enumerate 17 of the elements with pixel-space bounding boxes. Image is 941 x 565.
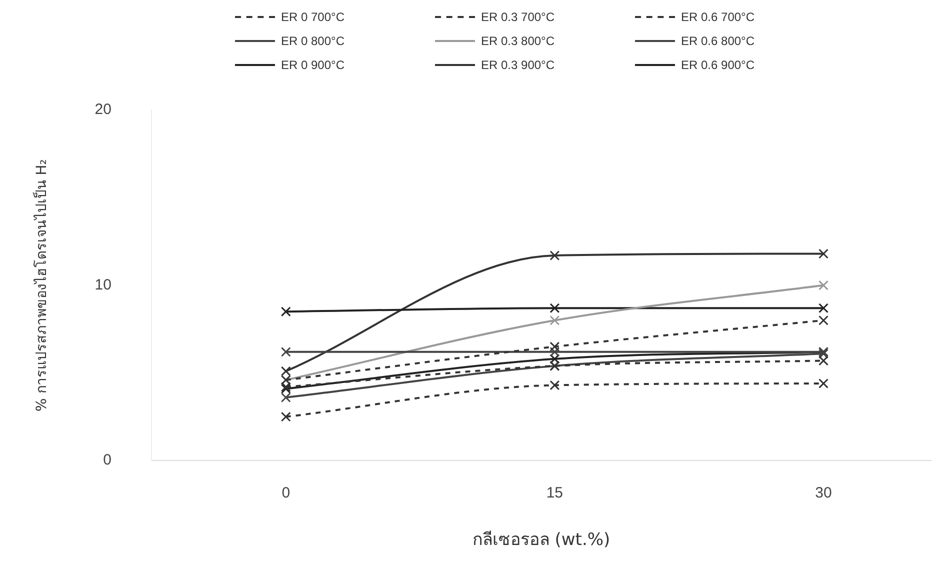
- x-tick-label: 0: [282, 484, 290, 502]
- legend-label: ER 0.6 700°C: [681, 10, 755, 24]
- legend-label: ER 0 900°C: [281, 58, 344, 72]
- y-tick-label: 0: [103, 452, 112, 469]
- legend-label: ER 0 800°C: [281, 34, 344, 48]
- x-tick-label: 15: [546, 484, 564, 502]
- legend-label: ER 0.3 800°C: [481, 34, 555, 48]
- y-axis-title: % การแปรสภาพของไฮโดรเจนไปเป็น H₂: [32, 159, 50, 412]
- legend-label: ER 0.3 700°C: [481, 10, 555, 24]
- legend-label: ER 0 700°C: [281, 10, 344, 24]
- legend-label: ER 0.6 800°C: [681, 34, 755, 48]
- x-axis-title: กลีเซอรอล (wt.%): [472, 530, 610, 550]
- y-tick-label: 20: [94, 101, 112, 118]
- x-tick-label: 30: [815, 484, 832, 502]
- y-tick-label: 10: [94, 276, 112, 294]
- legend-label: ER 0.3 900°C: [481, 58, 555, 72]
- legend-label: ER 0.6 900°C: [681, 58, 755, 72]
